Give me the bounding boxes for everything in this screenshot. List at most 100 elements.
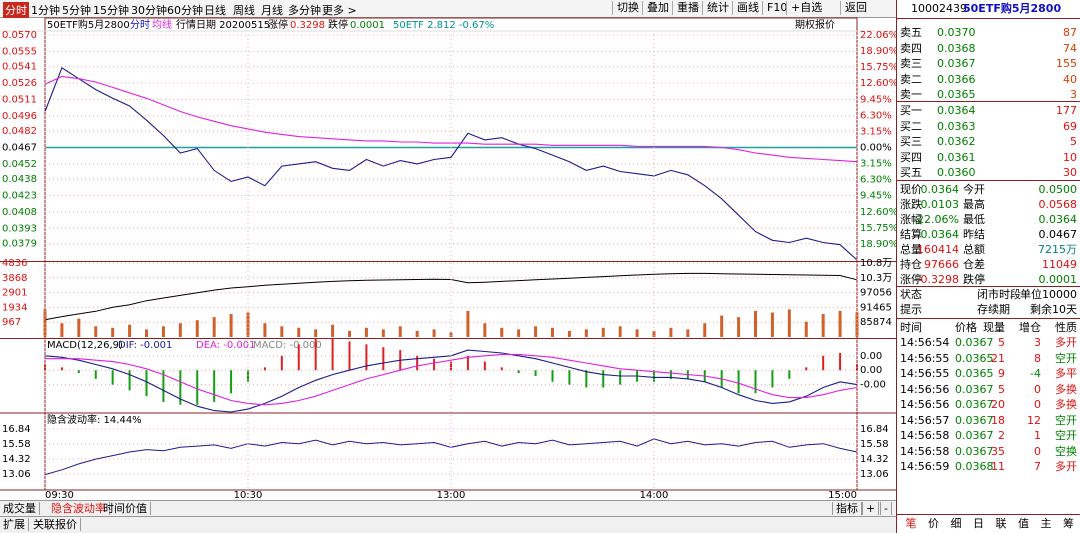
- period-tab[interactable]: 更多 >: [322, 4, 357, 17]
- open-interest-line: [44, 272, 858, 321]
- book-label: 买二: [900, 119, 922, 133]
- toolbar-button[interactable]: +自选: [786, 1, 826, 15]
- toolbar-button[interactable]: 重播: [672, 1, 703, 15]
- volume-bar: [804, 321, 808, 337]
- detail-tab[interactable]: 筹: [1063, 517, 1074, 530]
- stat-label: 总额: [963, 243, 985, 256]
- book-volume: 87: [1063, 26, 1077, 39]
- header-info: 50ETF 2.812 -0.67%: [393, 20, 494, 31]
- toolbar-button[interactable]: 叠加: [642, 1, 673, 15]
- volume-bar: [601, 327, 605, 337]
- detail-tab[interactable]: 联: [995, 517, 1007, 530]
- y-tick-label: 0.0555: [2, 46, 37, 57]
- y-tick-label: 0.0570: [2, 30, 37, 41]
- trade-cell: 14:56:58: [900, 429, 950, 442]
- trade-cell: 7: [1034, 460, 1041, 473]
- detail-tab[interactable]: 细: [950, 517, 962, 530]
- y2-tick-label: 3.15%: [860, 159, 892, 170]
- period-tab[interactable]: 月线: [261, 4, 283, 17]
- indicator-tab[interactable]: 隐含波动率: [48, 502, 110, 515]
- period-tab[interactable]: 日线: [204, 4, 226, 17]
- toolbar-button[interactable]: 统计: [702, 1, 733, 15]
- toolbar-button[interactable]: 画线: [732, 1, 763, 15]
- book-label: 买一: [900, 104, 922, 117]
- period-tab[interactable]: 5分钟: [62, 4, 91, 17]
- trade-cell: 空开: [1055, 429, 1077, 442]
- trade-cell: 0: [1034, 382, 1041, 396]
- indicator-tab[interactable]: 成交量: [0, 502, 40, 515]
- volume-bar: [483, 323, 487, 337]
- book-price: 0.0361: [937, 150, 976, 164]
- trade-cell: 14:56:55: [900, 367, 950, 380]
- stat-value: 0.0467: [1038, 228, 1078, 241]
- indicator-button[interactable]: +: [862, 502, 880, 515]
- separator: [897, 286, 1080, 287]
- y2-tick-label: 14.32: [860, 454, 889, 465]
- indicator-button[interactable]: 指标: [832, 502, 862, 515]
- period-tab[interactable]: 1分钟: [31, 4, 60, 17]
- period-tab[interactable]: 60分钟: [167, 4, 203, 17]
- x-tick-label: 09:30: [45, 490, 74, 500]
- period-tab[interactable]: 分时: [3, 2, 29, 18]
- trade-cell: 0.0367: [955, 444, 994, 458]
- extension-tab[interactable]: 关联报价: [30, 518, 81, 531]
- chart-title: 50ETF购5月2800: [47, 18, 130, 31]
- volume-bar: [500, 327, 504, 337]
- toolbar-button[interactable]: F10: [762, 1, 791, 15]
- detail-tab[interactable]: 值: [1018, 517, 1029, 530]
- volume-bar: [178, 323, 182, 337]
- toolbar-button[interactable]: 切换: [612, 1, 643, 15]
- detail-tab[interactable]: 主: [1040, 517, 1052, 530]
- trade-cell: 12: [1027, 413, 1041, 427]
- y-tick-label: 0.0438: [2, 174, 37, 185]
- y-tick-label: 0.0467: [2, 143, 37, 154]
- trade-cell: 2: [998, 429, 1005, 442]
- trade-cell: 多开: [1055, 336, 1077, 349]
- y-tick-label: 2901: [2, 288, 27, 299]
- volume-bar: [77, 318, 81, 337]
- toolbar-button[interactable]: 返回: [840, 1, 871, 15]
- indicator-button[interactable]: -: [880, 502, 892, 515]
- indicator-label: MACD: -0.000: [253, 340, 322, 351]
- volume-bar: [618, 326, 622, 337]
- volume-bar: [652, 330, 656, 337]
- volume-bar: [195, 320, 199, 337]
- y2-tick-label: 18.90%: [860, 46, 896, 57]
- volume-bar: [466, 310, 470, 337]
- y-tick-label: 0.0423: [2, 191, 37, 202]
- y2-tick-label: 10.8万: [860, 258, 892, 269]
- volume-bar: [551, 327, 554, 337]
- detail-tab[interactable]: 价: [928, 517, 939, 530]
- period-tab[interactable]: 30分钟: [131, 4, 167, 17]
- trade-cell: 多开: [1055, 460, 1077, 473]
- indicator-tab[interactable]: 时间价值: [100, 502, 151, 515]
- volume-bar: [534, 326, 538, 337]
- trade-cell: 0: [1034, 444, 1041, 458]
- y2-tick-label: 0.00: [860, 351, 882, 362]
- book-volume: 40: [1063, 72, 1077, 86]
- indicator-label: MACD(12,26,9): [47, 340, 123, 351]
- volume-bar: [128, 324, 132, 337]
- stat-label: 持仓: [900, 258, 922, 271]
- volume-bar: [737, 317, 741, 337]
- volume-bar: [364, 327, 368, 337]
- y-tick-label: 0.0482: [2, 126, 37, 137]
- y2-tick-label: 13.06: [860, 469, 889, 480]
- trade-cell: 0.0367: [955, 413, 994, 427]
- header-info: 行情日期 20200515: [176, 18, 270, 31]
- detail-tab[interactable]: 笔: [905, 517, 917, 530]
- y2-tick-label: 6.30%: [860, 110, 892, 121]
- trade-cell: 0: [1034, 398, 1041, 411]
- stat-label: 涨幅: [900, 213, 922, 226]
- trades-header: 时间: [900, 321, 922, 334]
- period-tab[interactable]: 多分钟: [288, 4, 321, 17]
- period-tab[interactable]: 周线: [233, 4, 255, 17]
- stat-value: 0.0500: [1038, 183, 1078, 196]
- stat-label: 总量: [900, 243, 922, 256]
- detail-tab[interactable]: 日: [973, 517, 984, 530]
- stat-label: 最高: [963, 198, 985, 211]
- trade-cell: 3: [1034, 336, 1041, 349]
- period-tab[interactable]: 15分钟: [93, 4, 129, 17]
- trade-cell: 18: [991, 413, 1005, 427]
- extension-tab[interactable]: 扩展: [0, 518, 29, 531]
